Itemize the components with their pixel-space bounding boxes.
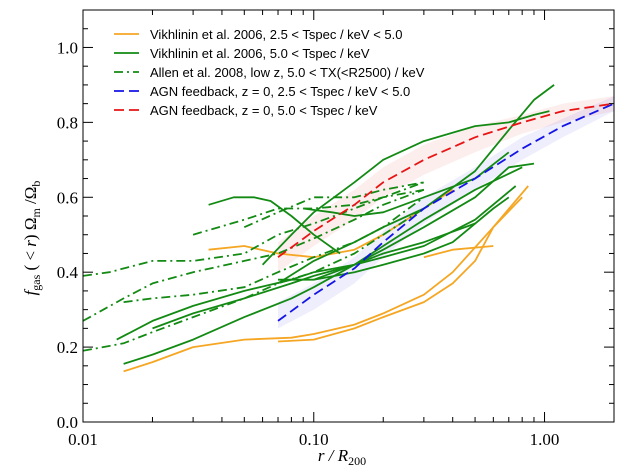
series-line-allen — [82, 207, 425, 352]
series-line-vik_high — [152, 222, 476, 330]
series-line-vik_high — [123, 166, 523, 365]
series-line-allen — [82, 188, 425, 322]
legend-label-allen: Allen et al. 2008, low z, 5.0 < TX(<R250… — [150, 65, 425, 80]
y-tick-label: 0.0 — [57, 413, 78, 432]
x-tick-label: 0.01 — [68, 430, 98, 449]
axis-ticks: 0.01 0.10 1.00 0.0 0.2 0.4 0.6 0.8 1.0 — [57, 9, 615, 449]
series-line-allen — [123, 196, 425, 303]
y-tick-label: 0.8 — [57, 113, 78, 132]
series-line-vik_high — [278, 196, 510, 281]
series-line-vik_high — [261, 110, 550, 266]
series-line-allen — [192, 188, 425, 236]
series-lines — [82, 84, 615, 373]
x-axis-label: r / R200 — [318, 446, 366, 468]
series-line-vik_high — [208, 196, 341, 255]
legend-label-vik_high: Vikhlinin et al. 2006, 5.0 < Tspec / keV — [150, 46, 370, 61]
y-tick-label: 0.2 — [57, 338, 78, 357]
x-tick-label: 0.10 — [299, 430, 329, 449]
series-line-vik_high — [116, 185, 517, 341]
legend: Vikhlinin et al. 2006, 2.5 < Tspec / keV… — [114, 27, 425, 118]
y-tick-label: 1.0 — [57, 38, 78, 57]
legend-label-agn_high: AGN feedback, z = 0, 5.0 < Tspec / keV — [150, 103, 378, 118]
series-line-agn_high — [277, 102, 615, 258]
series-line-vik_low — [123, 185, 529, 373]
x-tick-label: 1.00 — [530, 430, 560, 449]
series-line-agn_low — [277, 102, 615, 322]
series-line-vik_low — [277, 196, 523, 343]
legend-label-vik_low: Vikhlinin et al. 2006, 2.5 < Tspec / keV… — [150, 27, 402, 42]
y-tick-label: 0.4 — [57, 263, 79, 282]
series-line-vik_low — [423, 245, 494, 259]
series-line-allen — [82, 181, 425, 277]
y-tick-label: 0.6 — [57, 188, 78, 207]
series-line-allen — [243, 181, 425, 229]
series-line-vik_high — [313, 162, 535, 281]
legend-label-agn_low: AGN feedback, z = 0, 2.5 < Tspec / keV <… — [150, 84, 410, 99]
y-axis-label: fgas ( < r) Ωm /Ωb — [21, 181, 43, 296]
scatter-band-agn_high — [278, 96, 614, 273]
